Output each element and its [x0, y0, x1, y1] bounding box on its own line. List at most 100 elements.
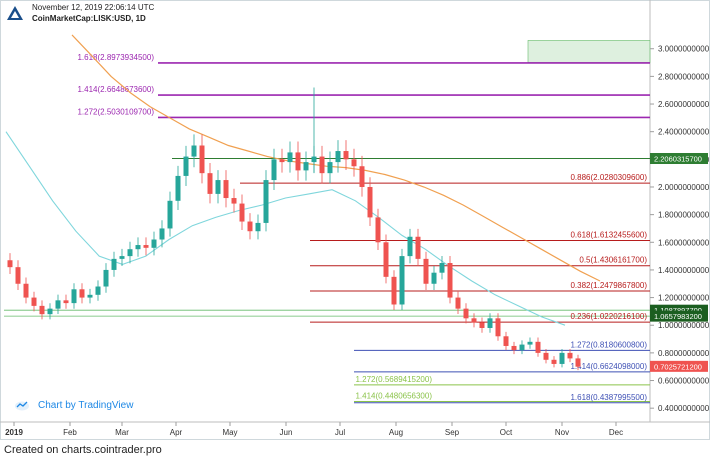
candle-body: [39, 305, 45, 315]
candle-body: [47, 308, 53, 315]
y-tick-label: 2.6000000000: [658, 100, 710, 109]
price-tag-box: [650, 153, 708, 165]
fib-level-label: 0.382(1.2479867800): [570, 281, 647, 290]
candle-body: [567, 352, 573, 359]
candle-body: [303, 162, 309, 171]
target-zone: [527, 40, 651, 63]
y-tick-label: 1.0000000000: [658, 321, 710, 330]
footer-credit: Created on charts.cointrader.pro: [4, 444, 162, 456]
candle-body: [151, 239, 157, 248]
candle-body: [119, 256, 125, 259]
x-tick-label: Jul: [335, 428, 345, 437]
candle-body: [495, 318, 501, 337]
x-tick-label: Feb: [63, 428, 77, 437]
candle-body: [519, 344, 525, 351]
fib-levels: 1.618(2.8973934500) 1.414(2.6648673600) 1.…: [4, 53, 650, 404]
candle-body: [535, 341, 541, 353]
price-tag-box: [650, 304, 708, 316]
candle-body: [287, 152, 293, 163]
candle-body: [79, 289, 85, 298]
chart-frame: 1.618(2.8973934500) 1.414(2.6648673600) 1.…: [0, 0, 710, 440]
candle-body: [159, 228, 165, 240]
chart-symbol: CoinMarketCap:LISK:USD, 1D: [32, 14, 146, 23]
candle-body: [271, 159, 277, 181]
y-tick-label: 2.4000000000: [658, 128, 710, 137]
candle-body: [399, 256, 405, 305]
candle-body: [359, 166, 365, 187]
candle-body: [375, 217, 381, 243]
candle-body: [503, 336, 509, 346]
candle-body: [575, 358, 581, 367]
fib-level-label: 0.5(1.4306161700): [579, 256, 647, 265]
price-tag-label: 2.2060315700: [654, 155, 702, 164]
candle-body: [511, 345, 517, 351]
price-tag-box: [650, 310, 708, 322]
x-tick-label: 2019: [5, 428, 23, 437]
candle-body: [215, 180, 221, 194]
y-tick-label: 1.6000000000: [658, 238, 710, 247]
x-tick-label: Apr: [170, 428, 183, 437]
y-tick-label: 0.4000000000: [658, 404, 710, 413]
time-axis: 2019 Feb Mar Apr May Jun Jul Aug Sep Oct Nov Dec: [5, 422, 623, 437]
price-tag-label: 0.7025721200: [654, 362, 702, 371]
price-tag-label: 1.0657983200: [654, 312, 702, 321]
candle-body: [63, 300, 69, 304]
watermark-text: Chart by TradingView: [38, 399, 134, 411]
target-zone-box: [527, 40, 651, 63]
y-tick-label: 0.8000000000: [658, 349, 710, 358]
x-tick-label: Oct: [500, 428, 513, 437]
ma-long-line: [71, 34, 601, 282]
candle-body: [55, 300, 61, 309]
candles: [7, 87, 581, 371]
candle-body: [87, 294, 93, 298]
tradingview-cloud-icon: [15, 401, 29, 411]
y-tick-label: 2.0000000000: [658, 183, 710, 192]
tradingview-watermark[interactable]: Chart by TradingView: [14, 399, 133, 411]
lisk-logo-icon: [7, 6, 23, 20]
fib-level-label: 1.618(2.8973934500): [77, 53, 154, 62]
candle-body: [23, 283, 29, 298]
candle-body: [143, 245, 149, 248]
fib-level-label: 1.414(0.4480656300): [355, 392, 432, 401]
candle-body: [391, 276, 397, 305]
y-tick-label: 0.6000000000: [658, 377, 710, 386]
candle-body: [319, 156, 325, 174]
x-tick-label: May: [222, 428, 237, 437]
fib-level-label: 1.618(0.4387995500): [570, 393, 647, 402]
fib-level-label: 1.272(0.8180600800): [570, 340, 647, 349]
candle-body: [279, 159, 285, 163]
candle-body: [263, 180, 269, 223]
candle-body: [407, 236, 413, 257]
x-tick-label: Dec: [609, 428, 623, 437]
candle-body: [167, 200, 173, 229]
candle-body: [199, 145, 205, 174]
candle-body: [239, 203, 245, 222]
candle-body: [7, 260, 13, 268]
candle-body: [255, 222, 261, 232]
candle-body: [247, 221, 253, 232]
candle-body: [431, 272, 437, 284]
price-tags: 2.20603157001.10878977001.06579832000.70…: [650, 153, 708, 372]
x-tick-label: Aug: [389, 428, 403, 437]
candle-body: [487, 318, 493, 328]
y-tick-label: 1.4000000000: [658, 266, 710, 275]
candle-body: [423, 258, 429, 284]
chart-canvas[interactable]: 1.618(2.8973934500) 1.414(2.6648673600) 1.…: [0, 0, 710, 440]
price-tag-box: [650, 360, 708, 372]
candle-body: [207, 173, 213, 194]
price-axis: 3.0000000000 2.8000000000 2.6000000000 2.40…: [650, 45, 710, 413]
frame-border: [0, 0, 710, 440]
fib-level-label: 0.236(1.0220216100): [570, 312, 647, 321]
fib-level-label: 1.414(0.6624098000): [570, 362, 647, 371]
candle-body: [103, 269, 109, 287]
candle-body: [327, 162, 333, 174]
candle-body: [295, 152, 301, 171]
candle-body: [527, 341, 533, 345]
candle-body: [175, 175, 181, 201]
grid: [0, 0, 710, 440]
candle-body: [559, 352, 565, 364]
fib-level-label: 0.886(2.0280309600): [570, 173, 647, 182]
candle-body: [31, 297, 37, 306]
candle-body: [471, 318, 477, 323]
x-tick-label: Sep: [445, 428, 460, 437]
